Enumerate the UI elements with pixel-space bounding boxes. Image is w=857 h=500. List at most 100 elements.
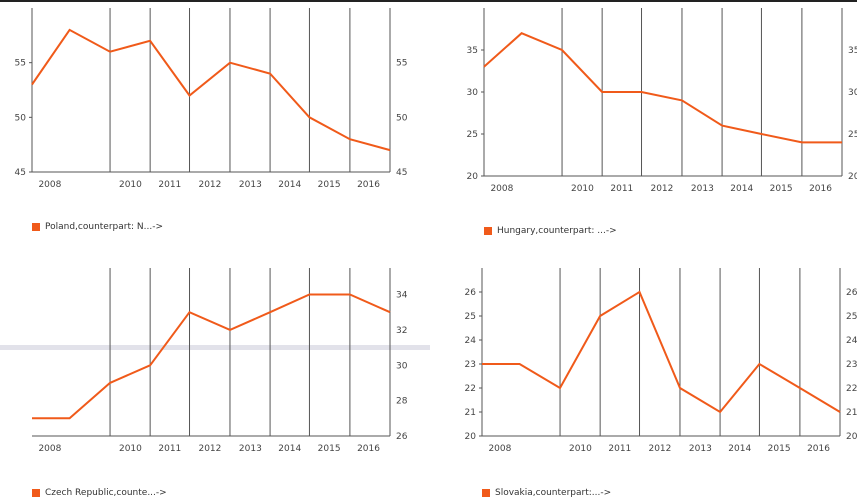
x-tick-label: 2015 (318, 444, 341, 454)
legend-hungary[interactable]: Hungary,counterpart: ...-> (484, 226, 617, 236)
data-point[interactable] (719, 123, 725, 129)
chart-hungary: 20 20 25 25 30 30 35 35 2008 2010 2011 2012 2013 2014… (467, 8, 857, 194)
data-point[interactable] (799, 139, 805, 145)
y-tick-label-left: 45 (15, 168, 26, 178)
x-tick-label: 2012 (648, 444, 671, 454)
x-tick-label: 2013 (239, 180, 262, 190)
data-point[interactable] (559, 47, 565, 53)
data-point[interactable] (387, 309, 393, 315)
x-tick-label: 2008 (488, 444, 511, 454)
x-tick-label: 2011 (610, 184, 633, 194)
data-point[interactable] (756, 361, 762, 367)
data-point[interactable] (517, 361, 523, 367)
data-point[interactable] (187, 309, 193, 315)
y-tick-label-right: 32 (396, 326, 407, 336)
x-tick-label: 2015 (318, 180, 341, 190)
series-line[interactable] (483, 32, 842, 144)
data-point[interactable] (481, 64, 487, 70)
legend-swatch (484, 227, 492, 235)
y-tick-label-right: 30 (848, 88, 857, 98)
y-tick-label-left: 30 (467, 88, 479, 98)
y-tick-label-right: 45 (396, 168, 407, 178)
y-tick-label-left: 35 (467, 46, 478, 56)
y-tick-label-right: 22 (846, 384, 857, 394)
chart-panel-hungary: 20 20 25 25 30 30 35 35 2008 2010 2011 2012 2013 2014… (430, 0, 857, 345)
data-point[interactable] (227, 60, 233, 66)
data-point[interactable] (29, 82, 35, 88)
y-tick-label-right: 30 (396, 361, 408, 371)
x-tick-label: 2010 (119, 180, 142, 190)
y-tick-label-right: 20 (848, 172, 857, 182)
x-tick-label: 2012 (650, 184, 673, 194)
data-point[interactable] (306, 114, 312, 120)
panel-separator (0, 345, 430, 350)
y-tick-label-right: 20 (846, 432, 857, 442)
data-point[interactable] (639, 89, 645, 95)
data-point[interactable] (147, 362, 153, 368)
data-point[interactable] (267, 309, 273, 315)
legend-poland[interactable]: Poland,counterpart: N...-> (32, 222, 163, 232)
y-tick-label-left: 25 (465, 312, 476, 322)
data-point[interactable] (839, 139, 845, 145)
data-point[interactable] (677, 385, 683, 391)
data-point[interactable] (187, 92, 193, 98)
data-point[interactable] (479, 361, 485, 367)
x-tick-label: 2012 (198, 444, 221, 454)
x-tick-label: 2014 (728, 444, 751, 454)
x-tick-label: 2015 (768, 444, 791, 454)
data-point[interactable] (637, 289, 643, 295)
data-point[interactable] (758, 131, 764, 137)
series-line[interactable] (482, 290, 841, 414)
data-point[interactable] (597, 313, 603, 319)
data-point[interactable] (107, 49, 113, 55)
y-tick-label-right: 24 (846, 336, 857, 346)
data-point[interactable] (347, 136, 353, 142)
data-point[interactable] (267, 71, 273, 77)
legend-slovakia[interactable]: Slovakia,counterpart:...-> (482, 488, 611, 498)
legend-label: Slovakia,counterpart:...-> (495, 488, 612, 498)
x-tick-label: 2008 (490, 184, 513, 194)
data-point[interactable] (347, 292, 353, 298)
y-tick-label-left: 24 (465, 336, 477, 346)
data-point[interactable] (227, 327, 233, 333)
chart-panel-poland: 45 45 50 50 55 55 2008 2010 2011 2012 2013 2014 2015… (0, 0, 428, 345)
y-tick-label-right: 21 (846, 408, 857, 418)
data-point[interactable] (29, 415, 35, 421)
data-point[interactable] (837, 409, 843, 415)
legend-swatch (32, 489, 40, 497)
x-tick-label: 2013 (691, 184, 714, 194)
y-tick-label-right: 55 (396, 59, 407, 69)
data-point[interactable] (797, 385, 803, 391)
data-point[interactable] (147, 38, 153, 44)
data-point[interactable] (67, 27, 73, 33)
data-point[interactable] (306, 292, 312, 298)
chart-poland: 45 45 50 50 55 55 2008 2010 2011 2012 2013 2014 2015… (15, 8, 408, 190)
x-tick-label: 2014 (278, 444, 301, 454)
y-tick-label-left: 50 (15, 113, 27, 123)
chart-slovakia: 20 20 21 21 22 22 23 23 24 24 25 25 26 26 2008 2010 2011… (465, 268, 857, 454)
data-point[interactable] (679, 97, 685, 103)
data-point[interactable] (387, 147, 393, 153)
data-point[interactable] (107, 380, 113, 386)
data-point[interactable] (599, 89, 605, 95)
data-point[interactable] (557, 385, 563, 391)
data-point[interactable] (67, 415, 73, 421)
y-tick-label-right: 26 (396, 432, 408, 442)
y-tick-label-right: 50 (396, 113, 408, 123)
data-point[interactable] (519, 30, 525, 36)
series-line[interactable] (32, 293, 391, 420)
x-tick-label: 2013 (239, 444, 262, 454)
x-tick-label: 2016 (357, 180, 380, 190)
data-point[interactable] (717, 409, 723, 415)
y-tick-label-left: 22 (465, 384, 476, 394)
y-tick-label-left: 20 (467, 172, 479, 182)
chart-panel-slovakia: 20 20 21 21 22 22 23 23 24 24 25 25 26 26 2008 2010 2011… (430, 268, 857, 500)
series-line[interactable] (31, 28, 391, 152)
x-tick-label: 2011 (608, 444, 631, 454)
legend-label: Poland,counterpart: N...-> (45, 222, 163, 232)
y-tick-label-left: 23 (465, 360, 476, 370)
legend-czech-republic[interactable]: Czech Republic,counte...-> (32, 488, 167, 498)
y-tick-label-right: 25 (846, 312, 857, 322)
x-tick-label: 2016 (357, 444, 380, 454)
x-tick-label: 2016 (807, 444, 830, 454)
